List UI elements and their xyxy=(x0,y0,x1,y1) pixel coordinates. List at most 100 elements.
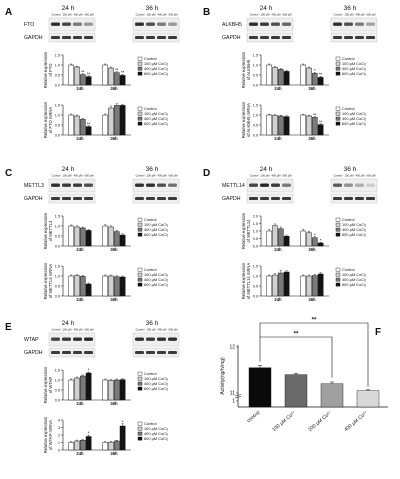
gapdh-band xyxy=(282,197,291,200)
protein-band xyxy=(146,183,155,187)
protein-band xyxy=(168,22,177,26)
bar xyxy=(266,64,273,86)
bar xyxy=(102,225,109,247)
gapdh-band xyxy=(62,36,71,39)
bar xyxy=(85,372,92,401)
protein-band xyxy=(260,22,269,26)
blot-box xyxy=(132,178,180,193)
y-tick-label: 3 xyxy=(58,426,60,430)
bar xyxy=(113,105,120,136)
bar xyxy=(108,275,114,297)
x-tick-label: 36h xyxy=(110,86,118,91)
y-tick-label: 1 xyxy=(58,441,60,445)
gapdh-blot-box xyxy=(48,193,96,204)
legend-swatch xyxy=(137,426,143,431)
condition-label: 100 μM xyxy=(146,174,156,178)
legend-swatch xyxy=(335,232,341,237)
y-tick-label: 0.5 xyxy=(55,234,60,238)
bar xyxy=(283,116,290,136)
legend-label: Control xyxy=(342,106,355,111)
significance-mark: * xyxy=(88,430,90,435)
bar xyxy=(74,440,80,451)
bar xyxy=(266,275,273,297)
legend-label: 600 μM CoCl₂ xyxy=(342,71,367,76)
bar xyxy=(311,73,318,86)
significance-mark: * xyxy=(314,232,316,237)
legend-swatch xyxy=(137,381,143,386)
y-axis-label: Relative expression xyxy=(241,51,246,88)
legend-label: 600 μM CoCl₂ xyxy=(342,282,367,287)
legend-label: Control xyxy=(144,106,157,111)
significance-mark: ** xyxy=(87,121,91,126)
legend-label: 400 μM CoCl₂ xyxy=(342,116,367,121)
legend-label: 100 μM CoCl₂ xyxy=(144,111,169,116)
panel-label-e: E xyxy=(5,322,12,333)
gapdh-band xyxy=(249,197,258,200)
condition-label: 100 μM xyxy=(344,174,354,178)
y-tick-label: 0.0 xyxy=(253,294,258,298)
y-axis-label: Relative expression xyxy=(43,366,48,403)
legend-label: 100 μM CoCl₂ xyxy=(144,376,169,381)
gapdh-band xyxy=(157,36,166,39)
condition-label: 100 μM xyxy=(146,13,156,17)
y-axis-label: Relative expression xyxy=(241,101,246,138)
y-axis-label-line2: of METTL3 mRNA xyxy=(48,264,53,298)
blot-box xyxy=(132,17,180,32)
legend-swatch xyxy=(137,56,143,61)
blot-box xyxy=(132,332,180,347)
legend-label: 400 μM CoCl₂ xyxy=(144,66,169,71)
protein-band xyxy=(366,22,375,26)
x-tick-label: 24h xyxy=(76,297,84,302)
gapdh-band xyxy=(51,351,60,354)
legend-swatch xyxy=(335,111,341,116)
y-tick-label: 0.5 xyxy=(55,388,60,392)
bar xyxy=(85,283,92,297)
legend-swatch xyxy=(335,272,341,277)
condition-label: 600 μM xyxy=(168,174,178,178)
legend-label: 600 μM CoCl₂ xyxy=(144,436,169,441)
legend-label: Control xyxy=(144,56,157,61)
time-label-24h: 24 h xyxy=(62,5,75,12)
bar xyxy=(68,64,75,86)
bar xyxy=(68,114,75,136)
y-tick-label: 1.5 xyxy=(55,264,60,268)
condition-label: 100 μM xyxy=(146,328,156,332)
condition-label: 600 μM xyxy=(366,13,376,17)
legend-swatch xyxy=(335,277,341,282)
time-label-24h: 24 h xyxy=(62,320,75,327)
protein-band xyxy=(344,22,353,26)
legend-label: 100 μM CoCl₂ xyxy=(144,222,169,227)
y-tick-label: 1.5 xyxy=(55,214,60,218)
gapdh-band xyxy=(344,197,353,200)
significance-mark: ** xyxy=(115,67,119,72)
bar xyxy=(79,119,86,136)
legend-swatch xyxy=(335,222,341,227)
y-axis-label-line2: of WTAP mRNA xyxy=(48,420,53,450)
y-tick-label: 1.5 xyxy=(55,53,60,57)
bar xyxy=(119,234,126,247)
legend-swatch xyxy=(137,371,143,376)
legend-swatch xyxy=(335,227,341,232)
legend-swatch xyxy=(335,66,341,71)
protein-band xyxy=(51,22,60,26)
bar xyxy=(74,66,80,86)
bar xyxy=(266,114,273,136)
gapdh-band xyxy=(135,197,144,200)
condition-label: Control xyxy=(52,328,61,332)
bar xyxy=(311,117,318,136)
gapdh-band xyxy=(73,351,82,354)
legend-label: 600 μM CoCl₂ xyxy=(144,282,169,287)
legend-swatch xyxy=(335,217,341,222)
protein-label: ALKBH5 xyxy=(222,22,242,28)
panel-label-d: D xyxy=(203,168,210,179)
protein-band xyxy=(157,337,166,341)
x-tick-label: 24h xyxy=(76,247,84,252)
protein-band xyxy=(366,183,375,187)
y-tick-label: 0.0 xyxy=(253,83,258,87)
legend-swatch xyxy=(137,66,143,71)
y-tick-label: 0.0 xyxy=(253,244,258,248)
bar xyxy=(119,105,126,136)
legend-label: Control xyxy=(144,371,157,376)
protein-band xyxy=(73,183,82,187)
